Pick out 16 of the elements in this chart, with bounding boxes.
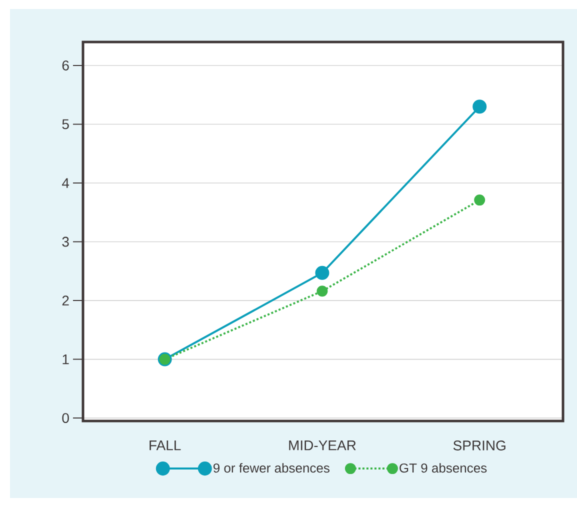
y-tick-label: 0 (62, 413, 69, 424)
point (316, 286, 328, 297)
x-tick-label: MID-YEAR (289, 440, 356, 450)
y-tick-label: 2 (62, 296, 69, 306)
legend-label: 9 or fewer absences (214, 463, 330, 473)
y-tick-label: 1 (62, 354, 69, 364)
y-tick-label: 4 (62, 178, 70, 188)
point (474, 194, 486, 206)
y-tick-label: 5 (62, 119, 69, 130)
x-tick-label: FALL (150, 440, 181, 450)
point (472, 100, 487, 114)
x-tick-label: SPRING (453, 440, 506, 450)
point (315, 266, 330, 280)
y-tick-label: 6 (62, 60, 69, 70)
y-tick-label: 3 (62, 236, 69, 247)
legend-label: GT 9 absences (400, 463, 487, 473)
